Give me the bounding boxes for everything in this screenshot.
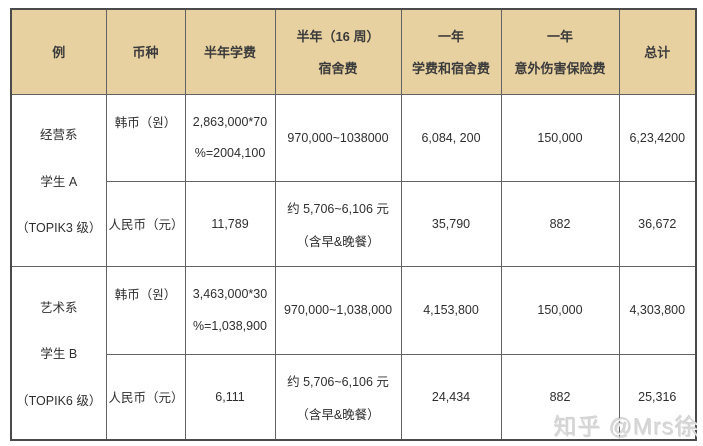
tuition-line1: 3,463,000*30 xyxy=(192,287,268,302)
cell-dorm-rmb-b: 约 5,706~6,106 元 （含早&晚餐） xyxy=(274,353,402,441)
header-example-label: 例 xyxy=(52,45,66,61)
table-row: 人民币（元） 6,111 约 5,706~6,106 元 （含早&晚餐） 24,… xyxy=(11,353,697,441)
cell-currency-krw-a: 韩币（원） xyxy=(105,93,186,182)
header-half-year-tuition-label: 半年学费 xyxy=(203,45,256,61)
year-total-value: 24,434 xyxy=(431,389,471,404)
header-year-total-line1: 一年 xyxy=(437,29,464,45)
cell-total-krw-b: 4,303,800 xyxy=(618,265,697,355)
cell-insurance-krw-b: 150,000 xyxy=(500,265,620,355)
cell-tuition-krw-b: 3,463,000*30 %=1,038,900 xyxy=(184,265,276,355)
header-dorm-fee: 半年（16 周） 宿舍费 xyxy=(274,8,402,95)
dorm-value: 970,000~1038000 xyxy=(287,130,389,145)
insurance-value: 882 xyxy=(549,389,571,404)
insurance-value: 150,000 xyxy=(537,130,583,145)
cell-year-total-rmb-b: 24,434 xyxy=(400,353,502,441)
dorm-line1: 约 5,706~6,106 元 xyxy=(287,374,389,389)
total-value: 6,23,4200 xyxy=(629,130,686,145)
group-b-dept: 艺术系 xyxy=(39,301,78,315)
header-currency-label: 币种 xyxy=(132,45,159,61)
group-a-topik: （TOPIK3 级） xyxy=(16,220,102,235)
tuition-line2: %=2004,100 xyxy=(194,146,266,161)
group-a-dept: 经营系 xyxy=(39,128,78,143)
currency-label: 韩币（원） xyxy=(114,115,177,130)
cell-insurance-rmb-b: 882 xyxy=(500,353,620,441)
header-insurance: 一年 意外伤害保险费 xyxy=(500,8,620,95)
header-currency: 币种 xyxy=(105,8,186,95)
cell-example-group-b: 艺术系 学生 B （TOPIK6 级） xyxy=(10,265,107,441)
table-row: 艺术系 学生 B （TOPIK6 级） 韩币（원） 3,463,000*30 %… xyxy=(10,265,697,441)
total-value: 4,303,800 xyxy=(629,303,686,317)
cell-total-rmb-b: 25,316 xyxy=(618,353,697,441)
cell-dorm-krw-b: 970,000~1,038,000 xyxy=(274,265,402,355)
cell-currency-krw-b: 韩币（원） xyxy=(105,265,186,355)
cell-insurance-rmb-a: 882 xyxy=(500,180,620,267)
header-insurance-line1: 一年 xyxy=(546,29,573,45)
group-b-student: 学生 B xyxy=(40,347,78,362)
header-dorm-line1: 半年（16 周） xyxy=(296,29,380,45)
cell-tuition-krw-a: 2,863,000*70 %=2004,100 xyxy=(184,93,276,182)
dorm-line2: （含早&晚餐） xyxy=(296,407,380,422)
insurance-value: 882 xyxy=(549,216,571,231)
table-row: 经营系 学生 A （TOPIK3 级） 韩币（원） 2,863,000*70 %… xyxy=(10,93,697,267)
table-row: 人民币（元） 11,789 约 5,706~6,106 元 （含早&晚餐） 35… xyxy=(11,180,697,267)
tuition-value: 6,111 xyxy=(215,389,245,404)
header-total-label: 总计 xyxy=(644,45,671,61)
tuition-line1: 2,863,000*70 xyxy=(192,114,268,129)
tuition-line2: %=1,038,900 xyxy=(192,318,268,333)
currency-label: 韩币（원） xyxy=(114,287,177,302)
header-year-total-line2: 学费和宿舍费 xyxy=(411,61,490,77)
cell-currency-rmb-b: 人民币（元） xyxy=(105,353,186,441)
cell-tuition-rmb-b: 6,111 xyxy=(184,353,276,441)
total-value: 36,672 xyxy=(638,216,677,231)
zhihu-watermark: 知乎 @Mrs徐 xyxy=(553,414,699,440)
cell-currency-rmb-a: 人民币（元） xyxy=(105,180,186,267)
cell-year-total-krw-a: 6,084, 200 xyxy=(400,93,502,182)
currency-label: 人民币（元） xyxy=(108,218,184,232)
header-example: 例 xyxy=(10,8,107,95)
cell-total-rmb-a: 36,672 xyxy=(618,180,697,267)
currency-label: 人民币（元） xyxy=(108,391,184,406)
tuition-value: 11,789 xyxy=(211,216,249,231)
total-value: 25,316 xyxy=(638,389,677,404)
year-total-value: 35,790 xyxy=(431,216,471,231)
header-year-total: 一年 学费和宿舍费 xyxy=(400,8,502,95)
cell-total-krw-a: 6,23,4200 xyxy=(618,93,697,182)
dorm-value: 970,000~1,038,000 xyxy=(283,303,393,317)
year-total-value: 6,084, 200 xyxy=(421,130,481,145)
cell-dorm-rmb-a: 约 5,706~6,106 元 （含早&晚餐） xyxy=(274,180,402,267)
cell-year-total-rmb-a: 35,790 xyxy=(400,180,502,267)
cell-year-total-krw-b: 4,153,800 xyxy=(400,265,502,355)
dorm-line2: （含早&晚餐） xyxy=(296,234,380,249)
tuition-fee-table: 例 币种 半年学费 半年（16 周） 宿舍费 一年 学费和宿舍费 xyxy=(10,8,697,441)
dorm-line1: 约 5,706~6,106 元 xyxy=(287,201,389,216)
year-total-value: 4,153,800 xyxy=(423,303,479,317)
header-row: 例 币种 半年学费 半年（16 周） 宿舍费 一年 学费和宿舍费 xyxy=(10,8,697,95)
cell-tuition-rmb-a: 11,789 xyxy=(184,180,276,267)
header-dorm-line2: 宿舍费 xyxy=(318,61,358,77)
header-insurance-line2: 意外伤害保险费 xyxy=(514,61,606,77)
cell-dorm-krw-a: 970,000~1038000 xyxy=(274,93,402,182)
cell-example-group-a: 经营系 学生 A （TOPIK3 级） xyxy=(10,93,107,267)
cell-insurance-krw-a: 150,000 xyxy=(500,93,620,182)
group-a-student: 学生 A xyxy=(40,174,78,189)
header-half-year-tuition: 半年学费 xyxy=(184,8,276,95)
insurance-value: 150,000 xyxy=(537,303,583,317)
group-b-topik: （TOPIK6 级） xyxy=(16,393,102,408)
header-total: 总计 xyxy=(618,8,697,95)
